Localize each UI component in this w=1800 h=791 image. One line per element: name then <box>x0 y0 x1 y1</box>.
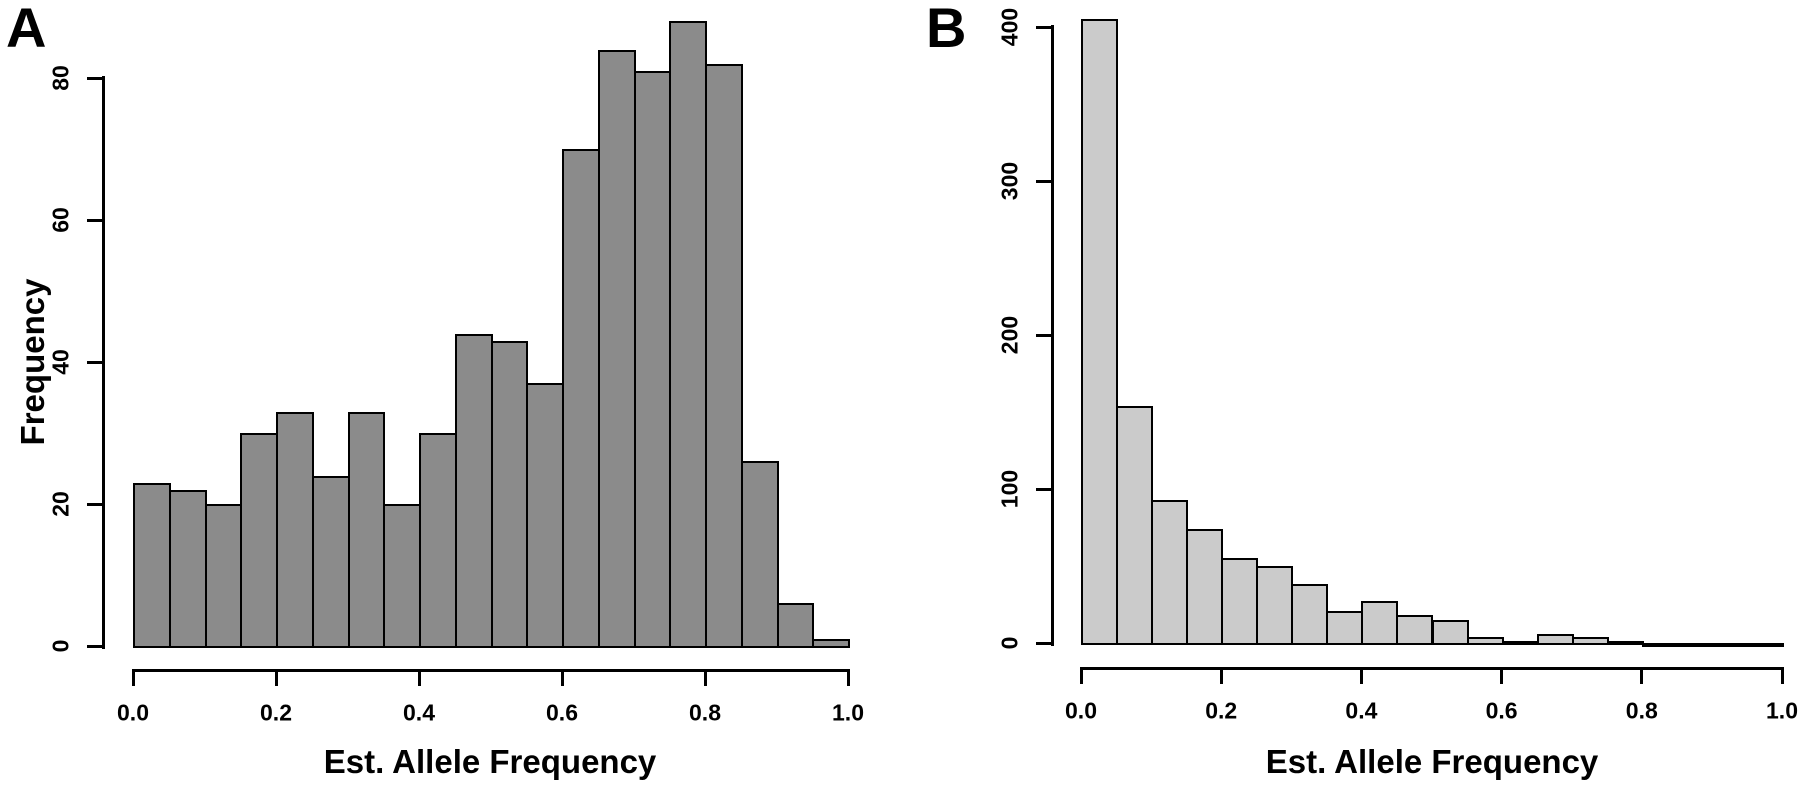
histogram-bar <box>705 63 743 648</box>
x-tick-label: 1.0 <box>1766 697 1798 724</box>
y-axis-tick <box>1036 487 1052 491</box>
histogram-bar <box>812 638 850 648</box>
x-axis-tick <box>1640 668 1644 684</box>
y-tick-label: 80 <box>47 65 74 91</box>
y-axis-tick <box>87 360 103 364</box>
histogram-bar <box>1606 641 1644 646</box>
panel-b-x-axis-title: Est. Allele Frequency <box>1265 743 1599 780</box>
histogram-bar <box>490 340 529 648</box>
x-axis-line <box>131 668 850 672</box>
histogram-bar <box>669 21 707 648</box>
x-axis-tick <box>131 670 135 686</box>
panel-a-letter: A <box>6 0 47 59</box>
x-axis-tick <box>417 670 421 686</box>
x-tick-label: 0.8 <box>1625 697 1658 724</box>
x-tick-label: 1.0 <box>832 699 864 726</box>
y-axis-tick <box>87 76 103 80</box>
y-axis-tick <box>1036 641 1052 645</box>
y-axis-line <box>102 76 105 649</box>
x-tick-label: 0.0 <box>1065 697 1097 724</box>
x-axis-tick <box>560 670 564 686</box>
y-tick-label: 300 <box>996 161 1023 201</box>
x-axis-tick <box>846 670 850 686</box>
panel-a-x-axis-title: Est. Allele Frequency <box>323 743 657 780</box>
histogram-bar <box>1746 643 1784 647</box>
histogram-bar <box>276 411 314 648</box>
histogram-bar <box>1571 636 1609 645</box>
x-axis-tick <box>1079 668 1083 684</box>
histogram-bar <box>526 383 564 648</box>
x-tick-label: 0.6 <box>1485 697 1518 724</box>
histogram-bar <box>1711 643 1749 647</box>
histogram-bar <box>1326 610 1364 645</box>
y-axis-tick <box>1036 333 1052 337</box>
histogram-bar <box>240 433 278 648</box>
y-tick-label: 0 <box>996 636 1023 650</box>
histogram-bar <box>740 461 779 648</box>
y-tick-label: 400 <box>996 7 1023 47</box>
y-tick-label: 60 <box>47 207 74 233</box>
histogram-bar <box>1151 499 1189 645</box>
histogram-bar <box>597 49 636 648</box>
histogram-bar <box>347 411 386 648</box>
histogram-bar <box>562 149 600 648</box>
histogram-bar <box>1641 643 1679 647</box>
histogram-bar <box>1361 601 1399 645</box>
histogram-bar <box>1676 643 1714 647</box>
x-axis-tick <box>1780 668 1784 684</box>
x-axis-tick <box>703 670 707 686</box>
histogram-bar <box>311 475 350 648</box>
x-tick-label: 0.2 <box>260 699 292 726</box>
histogram-bar <box>1396 615 1434 645</box>
y-tick-label: 0 <box>47 639 74 653</box>
histogram-bar <box>1466 636 1504 645</box>
y-axis-tick <box>1036 179 1052 183</box>
x-axis-tick <box>1359 668 1363 684</box>
histogram-bar <box>1501 641 1539 646</box>
x-axis-line <box>1079 666 1784 670</box>
histogram-bar <box>1291 584 1329 645</box>
y-tick-label: 20 <box>47 491 74 517</box>
panel-a-y-axis-title: Frequency <box>14 278 51 446</box>
histogram-bar <box>1116 405 1154 645</box>
histogram-bar <box>776 603 815 648</box>
x-tick-label: 0.4 <box>1345 697 1378 724</box>
x-tick-label: 0.8 <box>689 699 721 726</box>
panel-b-letter: B <box>926 0 967 59</box>
y-axis-tick <box>1036 25 1052 29</box>
histogram-bar <box>1221 558 1259 645</box>
y-tick-label: 200 <box>996 315 1023 355</box>
y-tick-label: 40 <box>47 349 74 375</box>
y-axis-tick <box>87 218 103 222</box>
x-axis-tick <box>1500 668 1504 684</box>
histogram-bar <box>383 504 421 648</box>
y-axis-tick <box>87 644 103 648</box>
histogram-bar <box>133 482 171 648</box>
x-axis-tick <box>1219 668 1223 684</box>
histogram-bar <box>1081 19 1119 645</box>
y-axis-line <box>1051 25 1054 646</box>
histogram-bar <box>1256 566 1294 645</box>
histogram-bar <box>454 333 493 648</box>
x-tick-label: 0.0 <box>117 699 149 726</box>
y-tick-label: 100 <box>996 469 1023 509</box>
x-tick-label: 0.6 <box>546 699 578 726</box>
histogram-bar <box>419 433 457 648</box>
histogram-bar <box>1536 633 1574 645</box>
y-axis-tick <box>87 502 103 506</box>
histogram-bar <box>168 489 207 648</box>
x-tick-label: 0.2 <box>1205 697 1238 724</box>
histogram-bar <box>1431 619 1469 645</box>
x-tick-label: 0.4 <box>403 699 435 726</box>
histogram-bar <box>204 504 243 648</box>
x-axis-tick <box>274 670 278 686</box>
histogram-bar <box>633 70 672 648</box>
histogram-bar <box>1186 529 1224 645</box>
